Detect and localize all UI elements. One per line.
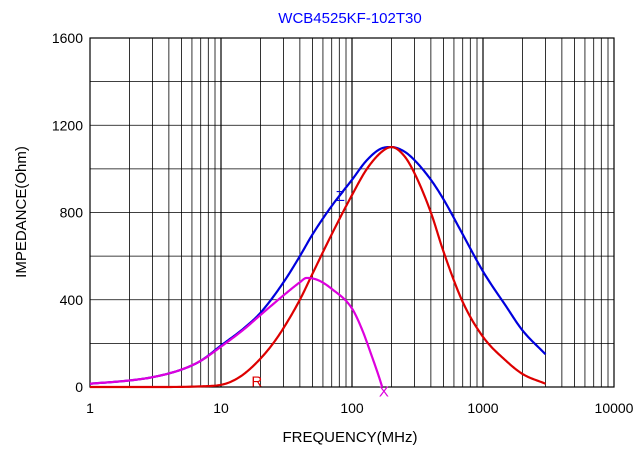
y-tick-label: 0	[75, 379, 83, 395]
plot-frame	[89, 37, 615, 388]
series-r-label: R	[251, 374, 262, 391]
x-axis-title: FREQUENCY(MHz)	[283, 429, 418, 446]
y-tick-label: 1200	[52, 117, 83, 133]
series-z-label: Z	[336, 188, 345, 205]
x-tick-label: 100	[340, 400, 364, 416]
y-tick-label: 800	[60, 205, 84, 221]
x-tick-label: 10	[213, 400, 229, 416]
y-axis-ticks: 0 400 800 1200 1600	[52, 30, 83, 395]
x-axis-ticks: 1 10 100 1000 10000	[86, 400, 634, 416]
grid	[89, 37, 615, 388]
x-tick-label: 1000	[467, 400, 498, 416]
series-layer	[89, 145, 547, 389]
series-x-line	[89, 276, 384, 388]
chart-title: WCB4525KF-102T30	[278, 10, 421, 27]
x-tick-label: 1	[86, 400, 94, 416]
y-axis-title: IMPEDANCE(Ohm)	[13, 146, 30, 278]
series-x-label: X	[379, 383, 389, 400]
y-tick-label: 1600	[52, 30, 83, 46]
x-tick-label: 10000	[595, 400, 634, 416]
y-tick-label: 400	[60, 292, 84, 308]
series-r-line	[90, 145, 546, 389]
series-labels: Z R X	[251, 188, 389, 401]
